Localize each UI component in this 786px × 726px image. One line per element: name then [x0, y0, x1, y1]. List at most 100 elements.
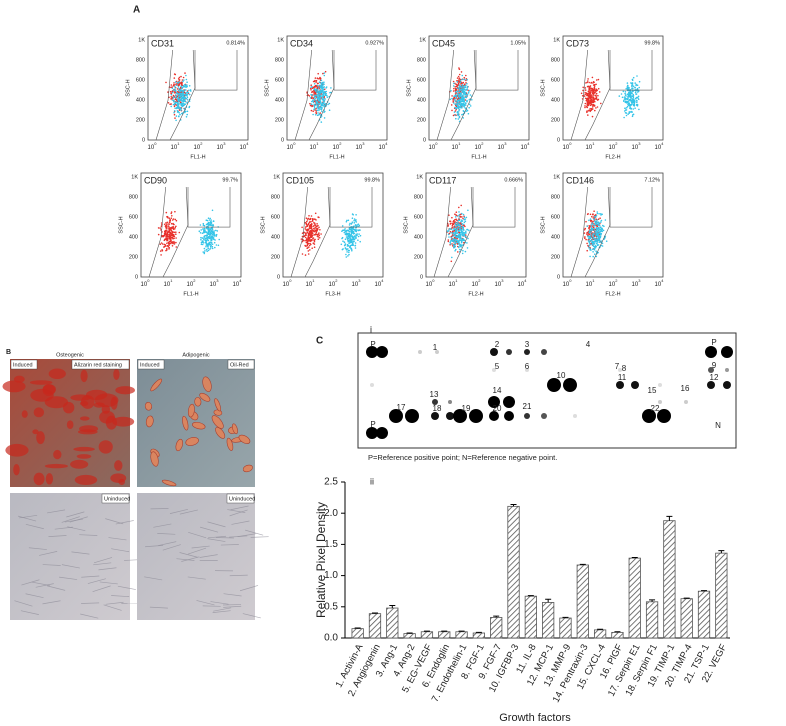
cell-streak — [227, 509, 246, 513]
bar — [542, 602, 555, 639]
stain-deposit — [115, 386, 135, 395]
spot-label: P — [370, 340, 375, 349]
lipid-cell — [214, 398, 221, 412]
tick-exp: 0 — [293, 141, 296, 146]
stain-deposit — [80, 369, 88, 383]
flow-event — [318, 103, 320, 105]
flow-event — [316, 101, 319, 104]
flow-event — [587, 85, 590, 88]
flow-event — [591, 239, 593, 242]
tick-base: 10 — [632, 145, 639, 151]
tick-base: 10 — [171, 145, 178, 151]
flow-event — [469, 105, 472, 107]
flow-event — [628, 92, 631, 94]
flow-event — [589, 255, 591, 258]
flow-event — [460, 239, 463, 242]
flow-event — [632, 85, 635, 87]
flow-event — [583, 229, 586, 231]
flow-event — [454, 89, 457, 92]
flow-event — [457, 215, 459, 217]
flow-event — [451, 224, 454, 227]
flow-event — [167, 223, 170, 225]
flow-event — [164, 232, 167, 234]
flow-event — [352, 228, 354, 231]
flow-event — [462, 217, 464, 220]
flow-event — [168, 221, 171, 223]
flow-x-label: FL1-H — [329, 154, 344, 160]
flow-event — [160, 242, 163, 244]
cell-streak — [59, 576, 78, 580]
bar — [593, 629, 607, 639]
flow-event — [451, 95, 453, 97]
flow-percent: 0.927% — [365, 40, 384, 46]
flow-event — [206, 250, 208, 253]
flow-percent: 1.05% — [510, 40, 526, 46]
flow-event — [588, 241, 591, 244]
flow-event — [314, 79, 316, 82]
flow-event — [316, 223, 318, 225]
flow-y-tick: 0 — [277, 274, 280, 280]
flow-event — [464, 86, 467, 89]
panel-label: C — [316, 336, 323, 347]
flow-event — [207, 233, 210, 235]
flow-event — [209, 248, 211, 250]
tick-base: 10 — [563, 282, 570, 288]
flow-event — [588, 96, 591, 99]
flow-event — [460, 100, 462, 102]
bar — [663, 520, 676, 639]
flow-event — [346, 237, 349, 240]
flow-event — [168, 231, 170, 233]
flow-event — [458, 98, 460, 101]
flow-event — [589, 234, 592, 236]
flow-x-label: FL2-H — [468, 291, 483, 297]
flow-y-tick: 1K — [277, 37, 284, 43]
flow-event — [591, 229, 594, 231]
flow-event — [178, 109, 181, 111]
flow-y-tick: 200 — [551, 117, 560, 123]
flow-event — [317, 87, 320, 89]
flow-event — [600, 227, 603, 230]
flow-x-tick: 104 — [655, 141, 665, 151]
flow-event — [175, 92, 178, 94]
flow-event — [637, 98, 640, 100]
flow-event — [315, 229, 317, 231]
flow-event — [351, 243, 354, 245]
flow-event — [206, 238, 209, 241]
flow-event — [584, 93, 586, 96]
flow-event — [354, 224, 357, 226]
flow-event — [315, 231, 318, 234]
flow-event — [324, 70, 327, 73]
lipid-cell — [182, 415, 189, 431]
tick-exp: 3 — [501, 278, 504, 283]
flow-event — [183, 97, 186, 100]
cell-streak — [35, 583, 54, 588]
flow-event — [458, 116, 461, 119]
flow-event — [597, 224, 600, 226]
flow-event — [590, 91, 592, 94]
spot-label: 9 — [712, 361, 717, 370]
cell-streak — [208, 535, 227, 539]
flow-event — [601, 242, 604, 245]
flow-event — [454, 250, 456, 252]
flow-event — [322, 72, 324, 75]
flow-event — [309, 97, 312, 99]
flow-event — [178, 231, 181, 234]
flow-event — [305, 234, 307, 236]
flow-event — [625, 100, 628, 103]
tick-exp: 3 — [223, 141, 226, 146]
flow-x-tick: 101 — [310, 141, 320, 151]
flow-event — [202, 242, 205, 244]
cell-streak — [98, 567, 117, 571]
flow-event — [456, 235, 459, 237]
flow-event — [591, 238, 593, 240]
flow-event — [590, 82, 592, 84]
flow-event — [463, 239, 465, 241]
stain-deposit — [33, 472, 45, 486]
flow-event — [188, 93, 191, 96]
cell-streak — [54, 526, 73, 530]
flow-event — [594, 94, 596, 97]
flow-event — [465, 102, 467, 105]
flow-event — [168, 244, 170, 247]
flow-event — [318, 237, 321, 239]
flow-x-label: FL2-H — [605, 154, 620, 160]
